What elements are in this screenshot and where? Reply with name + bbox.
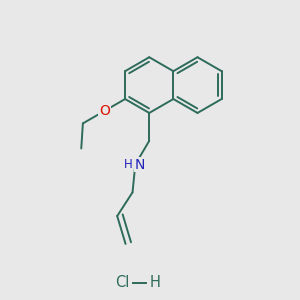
Text: H: H [124,158,133,171]
Text: Cl: Cl [115,275,130,290]
Text: N: N [134,158,145,172]
Text: O: O [99,104,110,118]
Text: H: H [150,275,161,290]
